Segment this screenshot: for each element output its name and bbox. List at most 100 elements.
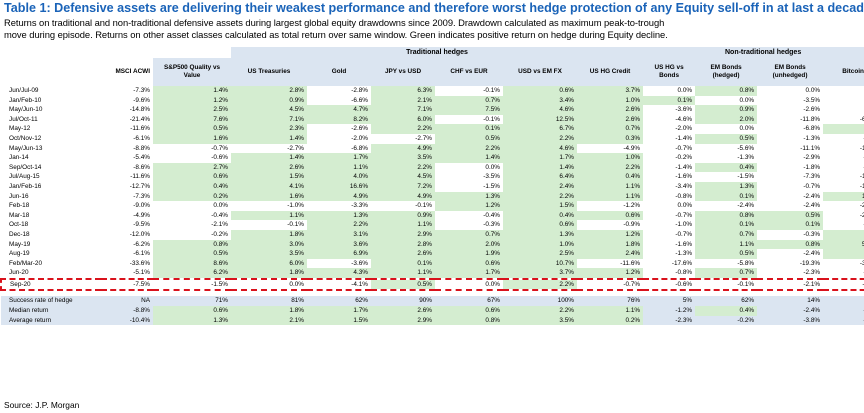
table-cell: -1.3% bbox=[803, 134, 821, 142]
table-cell: -0.7% bbox=[803, 182, 821, 190]
table-cell: 0.6% bbox=[435, 258, 503, 269]
table-cell: -11.8% bbox=[800, 115, 821, 123]
table-cell: NA bbox=[823, 96, 864, 106]
table-cell: -0.4% bbox=[211, 211, 228, 219]
row-label: Jul/Oct-11 bbox=[9, 115, 38, 123]
table-cell: -2.3% bbox=[803, 269, 821, 277]
row-label: Feb/Mar-20 bbox=[9, 259, 43, 267]
table-cell: 0.1% bbox=[643, 95, 696, 106]
table-cell: -0.8% bbox=[675, 192, 693, 200]
table-cell: 0.5% bbox=[695, 249, 758, 259]
table-cell: -5.8% bbox=[737, 259, 755, 267]
table-cell: 1.2% bbox=[577, 229, 644, 240]
table-cell: -3.4% bbox=[675, 182, 693, 190]
summary-cell: -1.2% bbox=[643, 306, 696, 316]
table-cell: 3.7% bbox=[577, 86, 644, 96]
group-header-spacer bbox=[1, 47, 101, 58]
table-cell: 6.0% bbox=[231, 258, 307, 269]
column-header: JPY vs USD bbox=[371, 58, 435, 86]
table-cell: -6.6% bbox=[351, 96, 368, 104]
table-cell: 5.4% bbox=[823, 124, 864, 134]
table-cell: -1.5% bbox=[483, 182, 500, 190]
summary-cell: 1.3% bbox=[153, 315, 231, 326]
table-cell: 2.4% bbox=[503, 181, 577, 192]
table-row: Jan/Feb-16 -12.7% 0.4% 4.1% 16.6% 7.2% -1.5% 2.… bbox=[1, 181, 864, 192]
table-cell: -2.4% bbox=[803, 202, 821, 210]
table-cell: -1.3% bbox=[737, 154, 755, 162]
table-cell: -6.2% bbox=[133, 240, 150, 248]
table-cell: 1.2% bbox=[577, 268, 644, 279]
table-cell: 2.5% bbox=[503, 249, 577, 259]
row-label: Sep/Oct-14 bbox=[9, 163, 42, 171]
table-cell: 4.1% bbox=[231, 181, 307, 192]
table-cell: -5.3% bbox=[823, 268, 864, 279]
table-row: May-19 -6.2% 0.8% 3.0% 3.6% 2.8% 2.0% 1.0% 1.8% -… bbox=[1, 239, 864, 250]
table-cell: 6.0% bbox=[371, 114, 435, 125]
table-cell: 0.0% bbox=[213, 202, 228, 210]
table-cell: -1.2% bbox=[623, 202, 641, 210]
table-cell: 4.9% bbox=[307, 191, 371, 202]
summary-cell: -2.4% bbox=[757, 306, 824, 316]
table-cell: -2.1% bbox=[211, 221, 228, 229]
table-cell: -2.9% bbox=[803, 154, 821, 162]
table-cell: 3.4% bbox=[823, 249, 864, 259]
table-cell: -0.1% bbox=[415, 202, 432, 210]
row-label: Jan-14 bbox=[9, 154, 29, 162]
table-cell: 0.0% bbox=[435, 277, 503, 292]
table-cell: 4.9% bbox=[371, 191, 435, 202]
table-row: Jun-20 -5.1% 6.2% 1.8% 4.3% 1.1% 1.7% 3.7% 1.2% -… bbox=[1, 268, 864, 279]
row-label: Sep-20 bbox=[0, 277, 101, 292]
table-cell: 2.6% bbox=[231, 162, 307, 173]
table-cell: 2.2% bbox=[371, 124, 435, 134]
summary-cell: 62% bbox=[307, 296, 371, 307]
table-cell: -0.1% bbox=[483, 115, 500, 123]
table-cell: 0.1% bbox=[757, 220, 824, 230]
table-cell: -0.9% bbox=[623, 221, 641, 229]
row-label: Jan/Feb-10 bbox=[9, 96, 42, 104]
table-cell: 4.6% bbox=[503, 105, 577, 115]
table-row: Feb-18 -9.0% 0.0% -1.0% -3.3% -0.1% 1.2% 1.5% -1… bbox=[1, 201, 864, 211]
summary-cell: 62% bbox=[695, 296, 758, 307]
table-cell: 0.5% bbox=[695, 133, 758, 144]
table-cell: 0.3% bbox=[577, 133, 644, 144]
summary-cell: 2.2% bbox=[503, 306, 577, 316]
row-label: Jul/Aug-15 bbox=[9, 173, 40, 181]
table-cell: 0.9% bbox=[231, 95, 307, 106]
summary-cell: -8.8% bbox=[101, 306, 153, 316]
table-cell: 10.7% bbox=[503, 258, 577, 269]
table-cell: 3.1% bbox=[307, 229, 371, 240]
source-note: Source: J.P. Morgan bbox=[4, 400, 80, 410]
summary-cell: 76% bbox=[577, 296, 644, 307]
column-header: USD vs EM FX bbox=[503, 58, 577, 86]
table-row: May/Jun-13 -8.8% -0.7% -2.7% -6.8% 4.9% 2.2% 4.… bbox=[1, 143, 864, 154]
table-cell: 1.6% bbox=[231, 191, 307, 202]
summary-cell: -10.4% bbox=[101, 315, 153, 326]
table-cell: -6.8% bbox=[803, 125, 821, 133]
table-cell: 16.6% bbox=[307, 181, 371, 192]
column-header: Gold bbox=[307, 58, 371, 86]
table-cell: 2.1% bbox=[371, 95, 435, 106]
summary-cell: 81% bbox=[231, 296, 307, 307]
table-cell: 1.7% bbox=[503, 153, 577, 163]
table-cell: -21.4% bbox=[129, 115, 150, 123]
table-cell: -8.8% bbox=[133, 144, 150, 152]
table-row: Jun/Jul-09 -7.3% 1.4% 2.8% -2.8% 6.3% -0.1% 0.6… bbox=[1, 86, 864, 96]
table-cell: -0.6% bbox=[643, 277, 696, 292]
table-cell: -66.0% bbox=[859, 115, 864, 123]
table-cell: 0.8% bbox=[757, 239, 824, 250]
table-cell: 0.0% bbox=[485, 163, 500, 171]
table-cell: -1.6% bbox=[675, 173, 693, 181]
table-cell: 4.5% bbox=[231, 105, 307, 115]
table-cell: NA bbox=[823, 105, 864, 115]
table-row: Jun-16 -7.3% 0.2% 1.6% 4.9% 4.9% 1.3% 2.2% 1.1% -… bbox=[1, 191, 864, 202]
table-cell: -4.9% bbox=[133, 211, 150, 219]
table-cell: -0.8% bbox=[675, 269, 693, 277]
table-cell: -3.6% bbox=[675, 106, 693, 114]
table-cell: 1.2% bbox=[435, 201, 503, 211]
row-label: Oct/Nov-12 bbox=[9, 134, 42, 142]
table-cell: 1.6% bbox=[153, 133, 231, 144]
table-cell: 2.6% bbox=[577, 105, 644, 115]
table-cell: 0.7% bbox=[435, 95, 503, 106]
table-cell: 1.3% bbox=[435, 191, 503, 202]
table-cell: 1.1% bbox=[695, 239, 758, 250]
